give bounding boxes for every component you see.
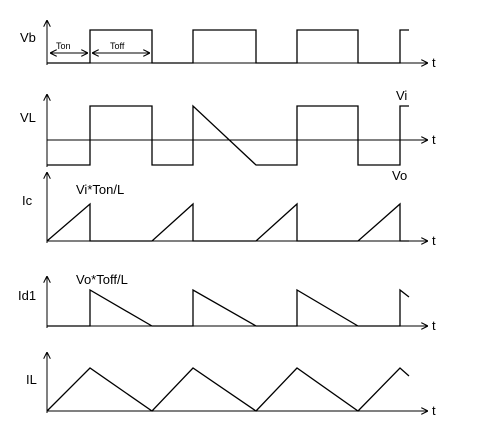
ic-t-label: t	[432, 233, 436, 248]
toff-label: Toff	[110, 41, 125, 51]
il-panel: IL t	[26, 352, 436, 418]
vb-panel: Vb t Ton Toff	[20, 20, 436, 70]
ic-label: Ic	[22, 193, 33, 208]
vl-vi-label: Vi	[396, 88, 407, 103]
il-label: IL	[26, 372, 37, 387]
il-waveform	[46, 367, 410, 412]
id1-waveform	[47, 288, 410, 327]
vl-vo-label: Vo	[392, 168, 407, 183]
vl-panel: VL t Vi Vo	[20, 88, 436, 183]
vl-waveform	[47, 104, 409, 166]
ic-panel: Ic t Vi*Ton/L	[22, 172, 436, 248]
ton-label: Ton	[56, 41, 71, 51]
il-t-label: t	[432, 403, 436, 418]
id1-label: Id1	[18, 288, 36, 303]
vb-label: Vb	[20, 30, 36, 45]
ic-annotation: Vi*Ton/L	[76, 182, 124, 197]
vb-waveform	[47, 29, 409, 64]
ic-waveform	[46, 202, 409, 242]
id1-annotation: Vo*Toff/L	[76, 272, 128, 287]
id1-panel: Id1 t Vo*Toff/L	[18, 272, 436, 333]
vl-t-label: t	[432, 132, 436, 147]
id1-t-label: t	[432, 318, 436, 333]
vl-label: VL	[20, 110, 36, 125]
vb-t-label: t	[432, 55, 436, 70]
